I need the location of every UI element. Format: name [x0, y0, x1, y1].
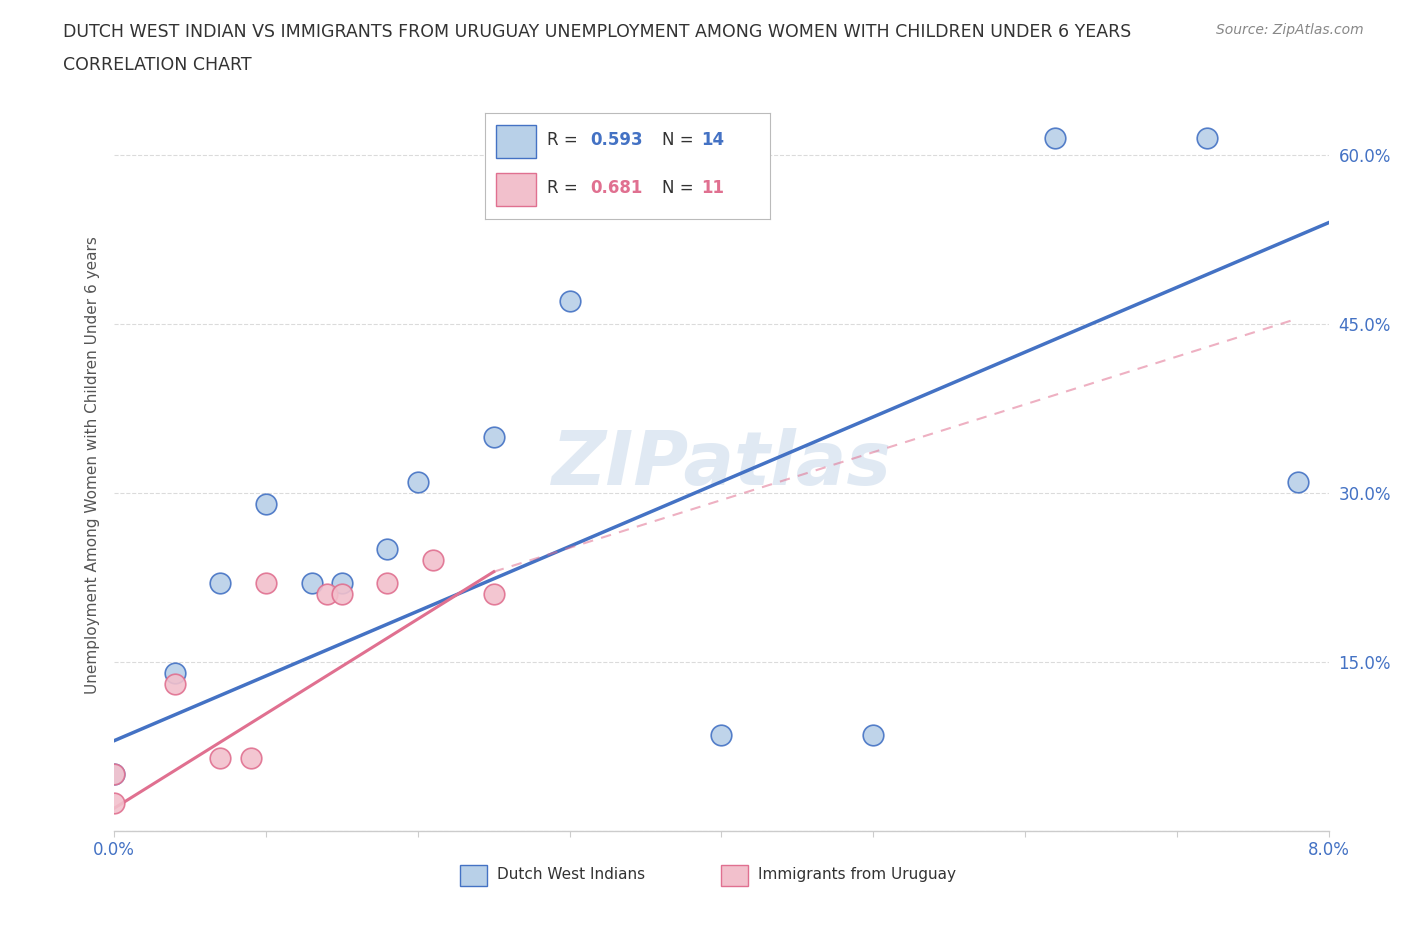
- Point: [377, 576, 399, 591]
- Point: [254, 576, 277, 591]
- Text: Source: ZipAtlas.com: Source: ZipAtlas.com: [1216, 23, 1364, 37]
- Y-axis label: Unemployment Among Women with Children Under 6 years: Unemployment Among Women with Children U…: [86, 236, 100, 694]
- Point: [239, 751, 262, 765]
- Point: [209, 576, 232, 591]
- Point: [330, 587, 353, 602]
- Point: [103, 767, 125, 782]
- Point: [103, 795, 125, 810]
- Point: [377, 542, 399, 557]
- Point: [209, 751, 232, 765]
- Point: [315, 587, 337, 602]
- Point: [482, 429, 505, 444]
- Point: [406, 474, 429, 489]
- Point: [558, 294, 581, 309]
- Text: ZIPatlas: ZIPatlas: [551, 428, 891, 501]
- Point: [862, 727, 884, 742]
- Point: [1197, 131, 1219, 146]
- Point: [330, 576, 353, 591]
- Text: DUTCH WEST INDIAN VS IMMIGRANTS FROM URUGUAY UNEMPLOYMENT AMONG WOMEN WITH CHILD: DUTCH WEST INDIAN VS IMMIGRANTS FROM URU…: [63, 23, 1132, 41]
- Point: [1286, 474, 1309, 489]
- Text: Immigrants from Uruguay: Immigrants from Uruguay: [758, 867, 956, 883]
- Text: CORRELATION CHART: CORRELATION CHART: [63, 56, 252, 73]
- Point: [254, 497, 277, 512]
- Bar: [721, 865, 748, 885]
- Point: [301, 576, 323, 591]
- Point: [482, 587, 505, 602]
- Point: [163, 666, 186, 681]
- Point: [422, 553, 444, 568]
- Bar: [460, 865, 486, 885]
- Text: Dutch West Indians: Dutch West Indians: [496, 867, 645, 883]
- Point: [710, 727, 733, 742]
- Point: [1045, 131, 1067, 146]
- Point: [163, 677, 186, 692]
- Point: [103, 767, 125, 782]
